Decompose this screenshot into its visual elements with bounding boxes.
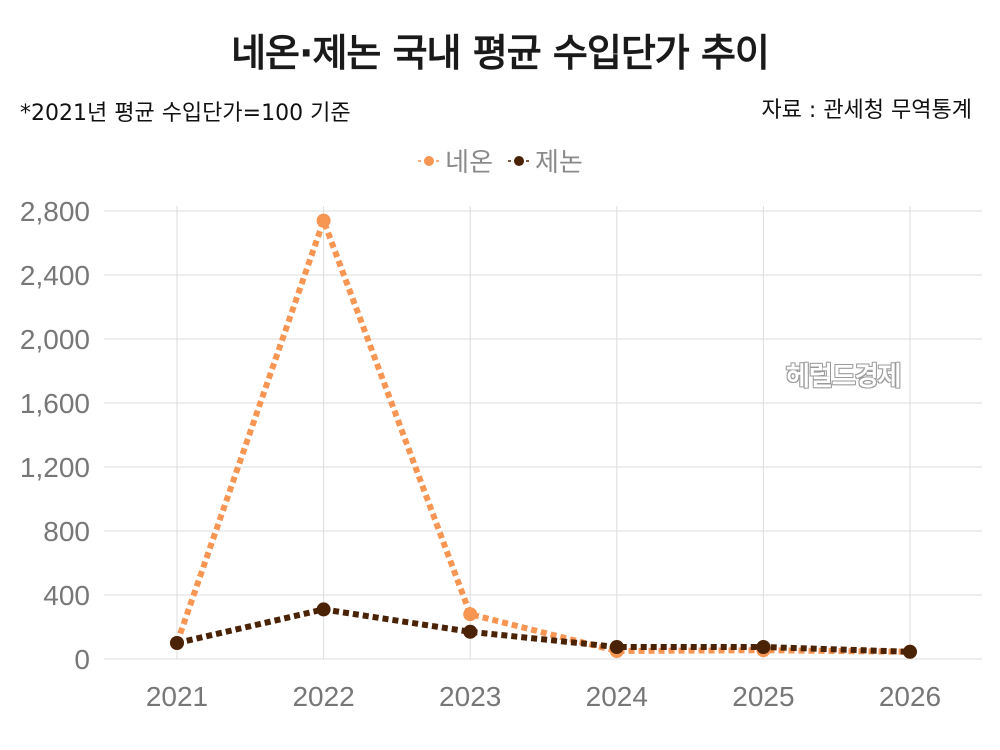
- source-note: 자료 : 관세청 무역통계: [761, 98, 972, 123]
- x-tick-label: 2025: [732, 681, 794, 712]
- legend-label-xenon: 제논: [535, 148, 583, 178]
- legend-marker-xenon: [508, 155, 530, 166]
- baseline-note: *2021년 평균 수입단가=100 기준: [20, 101, 351, 126]
- watermark-logo: 헤럴드경제: [786, 362, 902, 392]
- data-point-xenon: [463, 624, 478, 639]
- legend-label-neon: 네온: [445, 148, 493, 178]
- y-tick-label: 800: [43, 516, 90, 547]
- legend-marker-neon: [418, 155, 441, 166]
- data-point-xenon: [170, 636, 184, 650]
- y-tick-label: 2,400: [20, 260, 90, 291]
- y-tick-label: 0: [74, 644, 90, 675]
- x-tick-label: 2022: [292, 681, 354, 712]
- y-tick-label: 400: [43, 580, 90, 611]
- data-point-neon: [463, 607, 478, 622]
- y-tick-label: 2,000: [20, 324, 90, 355]
- legend: 네온 제논: [0, 142, 1000, 179]
- data-point-xenon: [609, 640, 624, 654]
- data-point-xenon: [903, 644, 917, 659]
- y-tick-label: 1,200: [20, 452, 90, 483]
- legend-item-neon: 네온: [417, 142, 493, 179]
- data-point-xenon: [316, 602, 331, 617]
- x-tick-label: 2023: [439, 681, 501, 712]
- series-line-neon: [174, 211, 911, 655]
- x-tick-label: 2021: [146, 681, 208, 712]
- x-tick-label: 2026: [879, 681, 941, 712]
- series-line-xenon: [176, 606, 911, 655]
- legend-item-xenon: 제논: [507, 142, 583, 179]
- y-tick-label: 2,800: [20, 196, 90, 227]
- x-tick-label: 2024: [586, 681, 648, 712]
- data-point-xenon: [756, 640, 771, 654]
- chart-title: 네온·제논 국내 평균 수입단가 추이: [231, 31, 770, 75]
- data-point-neon: [316, 213, 331, 228]
- y-tick-label: 1,600: [20, 388, 90, 419]
